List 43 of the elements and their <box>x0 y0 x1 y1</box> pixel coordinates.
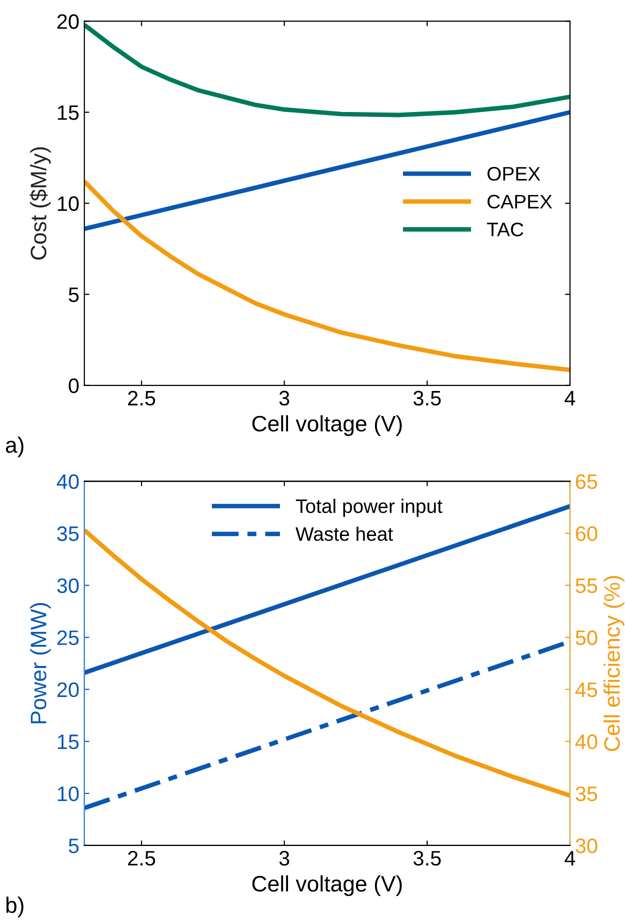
y-axis-title: Cost ($M/y) <box>30 147 51 260</box>
x-tick-label: 2.5 <box>128 850 156 866</box>
x-axis-title: Cell voltage (V) <box>252 415 402 436</box>
y2-tick-label: 35 <box>576 786 598 802</box>
y-tick-label: 25 <box>57 630 79 646</box>
y-tick-label: 40 <box>56 474 79 490</box>
y-tick-label: 20 <box>57 682 79 698</box>
x-tick-label: 3 <box>279 850 290 866</box>
legend-label: OPEX <box>488 166 540 181</box>
y-tick-label: 5 <box>68 838 79 854</box>
y2-tick-label: 40 <box>575 734 598 750</box>
y-tick-label: 10 <box>58 786 79 802</box>
line-series <box>84 528 570 798</box>
line-series <box>84 179 570 372</box>
y2-tick-label: 50 <box>576 630 598 646</box>
y2-tick-label: 30 <box>576 838 598 854</box>
y-tick-label: 10 <box>58 196 79 212</box>
y2-axis-title: Cell efficiency (%) <box>604 576 624 751</box>
x-axis-title: Cell voltage (V) <box>252 875 402 896</box>
y2-tick-label: 45 <box>575 682 598 698</box>
y2-tick-label: 65 <box>576 474 598 490</box>
y2-tick-label: 55 <box>576 578 598 594</box>
y-tick-label: 15 <box>58 105 79 120</box>
x-tick-label: 3 <box>279 390 290 406</box>
y2-tick-label: 60 <box>576 526 598 542</box>
x-tick-label: 4 <box>564 391 576 406</box>
y-tick-label: 35 <box>57 526 79 542</box>
y-tick-label: 30 <box>57 578 79 594</box>
legend-label: CAPEX <box>488 194 552 209</box>
x-tick-label: 2.5 <box>128 390 156 406</box>
legend-label: TAC <box>487 222 524 236</box>
y-tick-label: 20 <box>57 14 79 29</box>
x-tick-label: 4 <box>564 851 576 866</box>
y-axis-title: Power (MW) <box>30 603 51 724</box>
text: b) <box>6 896 24 918</box>
y-tick-label: 15 <box>58 734 79 750</box>
x-tick-label: 3.5 <box>413 390 441 406</box>
legend-label: Total power input <box>296 498 442 517</box>
text: a) <box>6 436 24 458</box>
y-tick-label: 0 <box>68 378 79 394</box>
x-tick-label: 3.5 <box>413 850 441 866</box>
y-tick-label: 5 <box>68 288 79 302</box>
legend-label: Waste heat <box>296 526 393 541</box>
